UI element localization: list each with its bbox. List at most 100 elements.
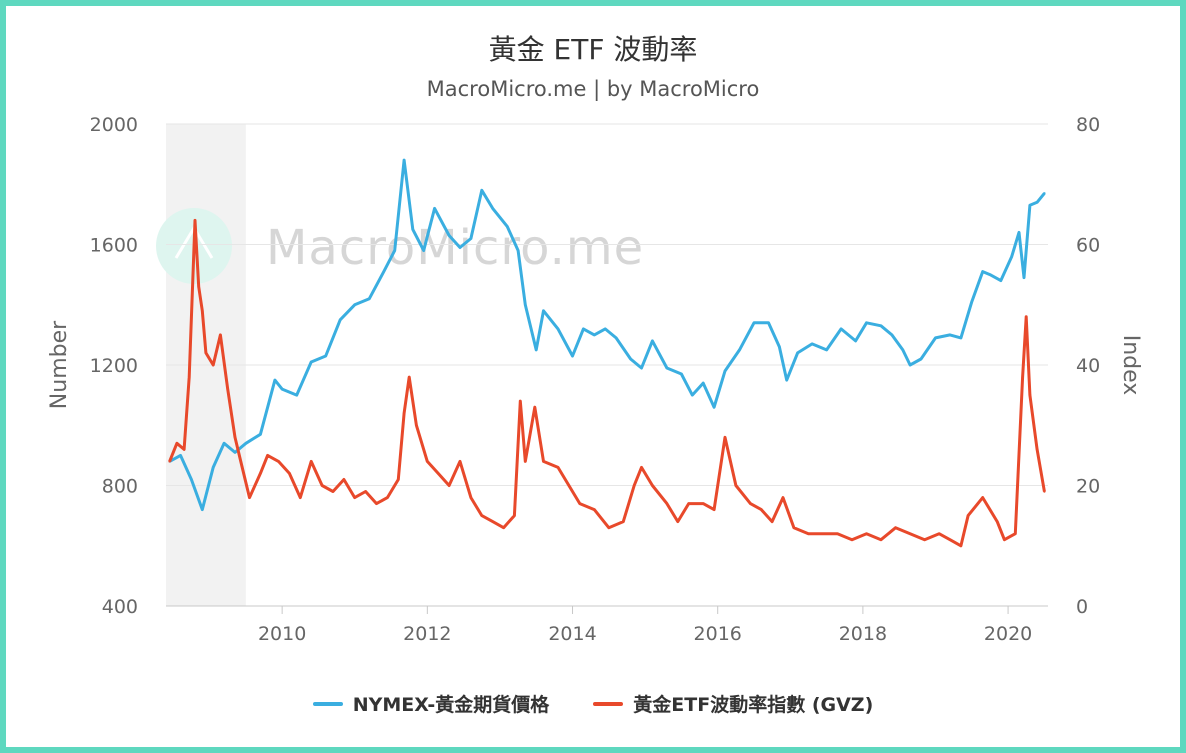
data-point [233, 451, 237, 454]
y-right-tick-label: 0 [1076, 596, 1088, 618]
y-left-tick-label: 400 [102, 596, 138, 618]
data-point [734, 484, 738, 487]
data-point [188, 375, 191, 379]
data-point [712, 406, 716, 409]
data-point [640, 466, 643, 469]
data-point [865, 321, 868, 324]
data-point [865, 532, 868, 535]
data-point [375, 502, 378, 505]
data-point [331, 490, 335, 493]
legend-item-gold-futures[interactable]: NYMEX-黃金期貨價格 [312, 690, 549, 717]
legend-item-gvz[interactable]: 黃金ETF波動率指數 (GVZ) [593, 690, 873, 717]
x-tick-label: 2014 [548, 623, 596, 645]
series-points [168, 158, 1046, 511]
data-point [506, 225, 509, 228]
data-point [382, 270, 385, 273]
data-point [342, 478, 346, 481]
y-right-tick-label: 80 [1076, 114, 1100, 136]
data-point [353, 303, 356, 306]
data-point [219, 333, 222, 337]
data-point [723, 436, 727, 439]
x-tick-label: 2020 [984, 623, 1032, 645]
data-point [516, 249, 520, 252]
data-point [996, 520, 999, 523]
data-point [1025, 315, 1028, 318]
x-tick-label: 2012 [403, 623, 451, 645]
x-tick-label: 2016 [694, 623, 742, 645]
data-point [212, 363, 215, 367]
data-point [879, 538, 883, 541]
data-point [193, 219, 197, 222]
chart-subtitle: MacroMicro.me | by MacroMicro [426, 77, 760, 101]
data-point [1035, 201, 1039, 204]
data-point [226, 387, 229, 391]
data-point [201, 309, 204, 312]
data-point [959, 544, 963, 547]
data-point [785, 378, 788, 382]
data-point [908, 532, 912, 535]
data-point [175, 442, 179, 445]
data-point [1014, 532, 1017, 535]
data-point [491, 520, 494, 523]
data-point [168, 460, 171, 463]
data-point [923, 538, 926, 541]
data-point [1022, 276, 1026, 279]
data-point [259, 433, 262, 436]
data-point [680, 372, 683, 376]
data-point [299, 496, 302, 499]
data-point [752, 321, 756, 324]
data-point [712, 508, 716, 511]
data-point [233, 436, 237, 439]
data-point [182, 448, 186, 451]
data-point [1043, 490, 1046, 493]
data-point [781, 496, 785, 499]
chart-svg: MacroMicro.me 400 800 1200 1600 2000 0 20 40 60 8… [47, 114, 1143, 645]
data-point [796, 351, 799, 355]
data-point [622, 520, 625, 523]
x-tick-label: 2018 [839, 623, 887, 645]
data-point [408, 375, 411, 379]
y-right-tick-label: 40 [1076, 355, 1100, 377]
data-point [469, 237, 473, 240]
data-point [604, 327, 607, 331]
series-line-gold-futures [168, 158, 1046, 512]
data-point [850, 538, 854, 541]
chart-frame: 黃金 ETF 波動率 MacroMicro.me | by MacroMicro… [6, 6, 1180, 747]
data-point [491, 207, 494, 210]
data-point [970, 300, 973, 303]
data-point [204, 351, 208, 355]
data-point [571, 354, 574, 358]
data-point [426, 460, 429, 463]
data-point [691, 393, 694, 397]
data-point [458, 460, 462, 463]
data-point [665, 366, 669, 370]
legend-line-icon [593, 701, 624, 706]
legend: NYMEX-黃金期貨價格 黃金ETF波動率指數 (GVZ) [6, 690, 1180, 717]
data-point [778, 345, 781, 349]
data-point [320, 484, 324, 487]
data-point [810, 342, 814, 346]
data-point [364, 490, 367, 493]
data-point [1028, 204, 1032, 207]
data-point [533, 406, 536, 409]
data-point [1028, 393, 1032, 397]
data-point [513, 514, 516, 517]
data-point [324, 354, 327, 358]
data-point [190, 478, 193, 481]
data-point [640, 366, 643, 370]
data-point [593, 333, 596, 337]
data-point [988, 273, 992, 276]
data-point [280, 387, 284, 391]
data-point [402, 158, 406, 162]
data-point [422, 249, 425, 252]
data-point [770, 520, 774, 523]
data-point [908, 363, 912, 367]
y-left-tick-label: 1200 [90, 355, 138, 377]
data-point [397, 478, 400, 481]
legend-line-icon [312, 701, 343, 706]
data-point [629, 357, 632, 361]
data-point [894, 526, 897, 529]
data-point [676, 520, 679, 523]
y-left-tick-label: 1600 [90, 235, 138, 257]
chart-title: 黃金 ETF 波動率 [488, 33, 698, 66]
